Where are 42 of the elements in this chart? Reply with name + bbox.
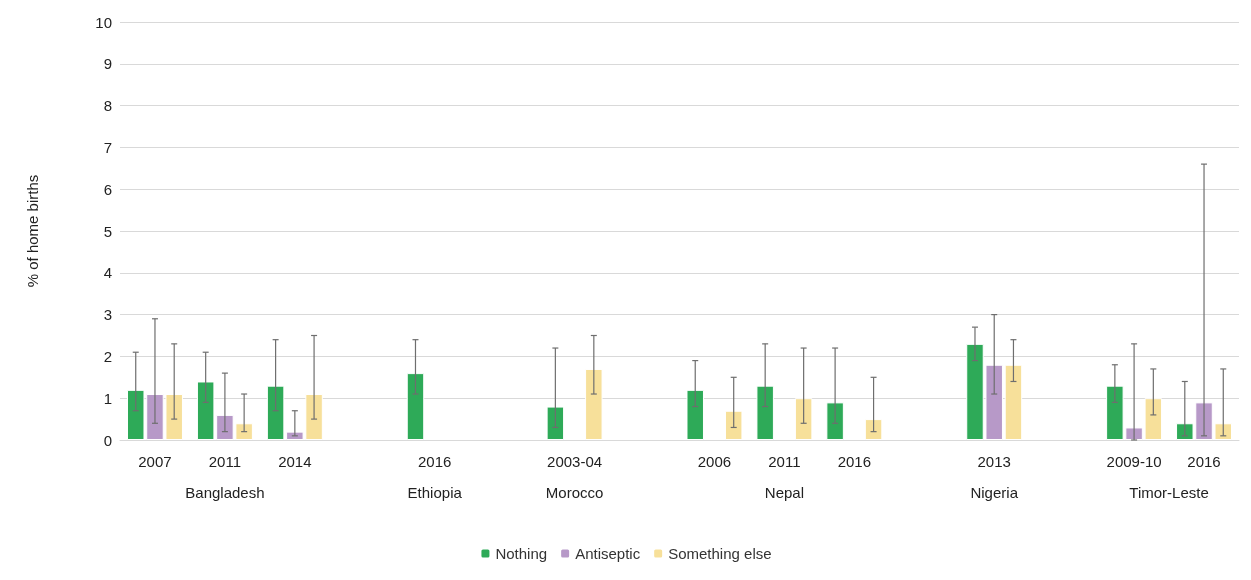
x-tick-label: 2011 bbox=[208, 453, 242, 470]
bar bbox=[1004, 364, 1023, 440]
y-axis-title: % of home births bbox=[24, 174, 41, 288]
bar bbox=[794, 398, 813, 440]
bar bbox=[686, 389, 704, 440]
legend-label: Antiseptic bbox=[575, 545, 641, 562]
bar bbox=[864, 419, 883, 440]
bar bbox=[724, 410, 743, 440]
y-tick-label: 6 bbox=[103, 180, 112, 198]
x-tick-label: 2003-04 bbox=[547, 453, 603, 470]
x-tick-label: 2007 bbox=[138, 453, 172, 470]
legend-label: Nothing bbox=[495, 545, 548, 562]
x-tick-label: 2016 bbox=[418, 453, 452, 470]
text: Nigeria bbox=[970, 484, 1019, 501]
x-tick-label: 2016 bbox=[1187, 453, 1221, 470]
x-tick-label: 2009-10 bbox=[1106, 453, 1162, 470]
bar bbox=[406, 373, 425, 440]
bar bbox=[585, 368, 603, 440]
y-tick-label: 4 bbox=[103, 264, 112, 282]
x-tick-label: 2016 bbox=[837, 453, 872, 470]
x-tick-label: 2014 bbox=[278, 453, 312, 470]
y-tick-label: 7 bbox=[103, 138, 112, 156]
y-tick-label: 0 bbox=[103, 431, 112, 449]
text: Timor-Leste bbox=[1129, 484, 1209, 501]
y-tick-label: 10 bbox=[95, 13, 112, 31]
text: Bangladesh bbox=[185, 484, 265, 501]
y-tick-label: 5 bbox=[103, 222, 112, 240]
x-tick-label: 2006 bbox=[697, 453, 732, 470]
text: Ethiopia bbox=[407, 484, 463, 501]
bar bbox=[826, 402, 844, 440]
bar bbox=[546, 406, 565, 440]
y-tick-label: 8 bbox=[103, 97, 112, 115]
legend-label: Something else bbox=[668, 545, 772, 562]
y-tick-label: 2 bbox=[103, 347, 112, 365]
text: Morocco bbox=[545, 484, 604, 501]
y-tick-label: 1 bbox=[103, 389, 112, 407]
text: Nepal bbox=[764, 484, 805, 501]
x-tick-label: 2013 bbox=[977, 453, 1011, 470]
y-tick-label: 3 bbox=[103, 306, 112, 324]
bar bbox=[756, 385, 774, 440]
x-tick-label: 2011 bbox=[768, 453, 801, 470]
y-tick-label: 9 bbox=[103, 55, 112, 73]
